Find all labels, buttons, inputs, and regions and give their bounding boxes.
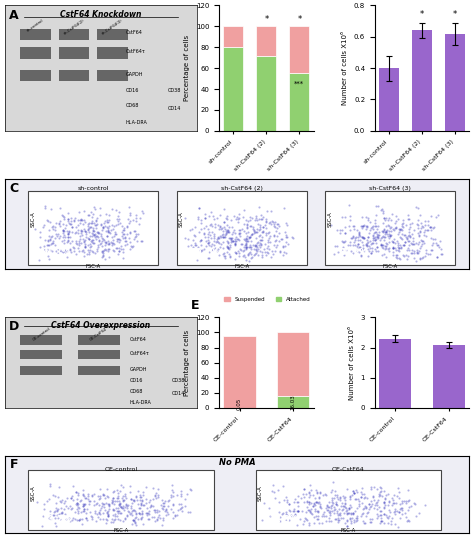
Text: C: C [9, 181, 18, 195]
FancyBboxPatch shape [177, 190, 307, 265]
Text: OE-control: OE-control [104, 466, 137, 472]
Bar [379, 68, 399, 131]
Bar [433, 344, 465, 408]
Text: GAPDH: GAPDH [130, 367, 147, 372]
FancyBboxPatch shape [78, 366, 120, 376]
Text: CD14: CD14 [168, 106, 182, 111]
FancyBboxPatch shape [255, 470, 441, 529]
Y-axis label: Percentage of cells: Percentage of cells [184, 330, 191, 396]
Text: CD16: CD16 [126, 88, 139, 93]
Text: 16.03: 16.03 [291, 394, 296, 410]
Text: CD38: CD38 [172, 378, 185, 383]
Text: FSC-A: FSC-A [85, 264, 100, 268]
Text: CstF64: CstF64 [126, 31, 143, 36]
Text: sh-CstF64(3): sh-CstF64(3) [101, 18, 124, 36]
Text: SSC-A: SSC-A [30, 211, 35, 227]
Text: sh-CstF64 (3): sh-CstF64 (3) [369, 186, 411, 191]
FancyBboxPatch shape [97, 47, 128, 59]
Text: SSC-A: SSC-A [179, 211, 184, 227]
Y-axis label: Number of cells X10⁶: Number of cells X10⁶ [342, 31, 348, 105]
Text: E: E [191, 299, 200, 312]
Text: *: * [297, 15, 301, 24]
Text: 80.1%: 80.1% [191, 248, 219, 257]
Text: *: * [420, 11, 424, 19]
Text: 80.2%: 80.2% [339, 248, 368, 257]
Text: CD68: CD68 [126, 103, 139, 108]
Bar [290, 73, 309, 131]
Bar [224, 47, 243, 131]
FancyBboxPatch shape [97, 29, 128, 40]
Text: CstF64τ: CstF64τ [126, 49, 146, 54]
Text: A: A [9, 9, 18, 22]
Text: CD38: CD38 [168, 88, 182, 93]
Text: sh-control: sh-control [77, 186, 109, 191]
Bar [256, 26, 276, 55]
Text: CD14: CD14 [172, 391, 185, 396]
FancyBboxPatch shape [97, 70, 128, 81]
Text: sh-control: sh-control [27, 18, 45, 32]
Text: SSC-A: SSC-A [328, 211, 333, 227]
Y-axis label: Percentage of cells: Percentage of cells [184, 35, 191, 101]
FancyBboxPatch shape [78, 336, 120, 344]
FancyBboxPatch shape [325, 190, 456, 265]
FancyBboxPatch shape [59, 29, 90, 40]
Text: HLA-DRA: HLA-DRA [130, 400, 152, 405]
Text: GAPDH: GAPDH [126, 72, 144, 77]
FancyBboxPatch shape [20, 336, 63, 344]
Text: OE-control: OE-control [32, 327, 51, 342]
Bar [412, 31, 432, 131]
Bar [277, 396, 309, 408]
Text: ***: *** [294, 81, 304, 87]
Bar [224, 336, 255, 408]
Bar [379, 338, 411, 408]
Text: 0.05: 0.05 [237, 398, 242, 410]
Text: CstF64 Knockdown: CstF64 Knockdown [60, 10, 142, 19]
Text: HLA-DRA: HLA-DRA [126, 119, 148, 125]
Text: FSC-A: FSC-A [234, 264, 249, 268]
FancyBboxPatch shape [28, 190, 158, 265]
FancyBboxPatch shape [20, 70, 51, 81]
Y-axis label: Number of cells X10⁶: Number of cells X10⁶ [349, 325, 355, 400]
Text: CstF64: CstF64 [130, 337, 146, 342]
Text: sh-CstF64(2): sh-CstF64(2) [63, 18, 85, 36]
Bar [256, 55, 276, 131]
Text: OE-CstF64: OE-CstF64 [332, 466, 365, 472]
Text: sh-CstF64 (2): sh-CstF64 (2) [221, 186, 263, 191]
FancyBboxPatch shape [78, 350, 120, 359]
FancyBboxPatch shape [20, 29, 51, 40]
FancyBboxPatch shape [20, 366, 63, 376]
Text: CD68: CD68 [130, 389, 143, 394]
Bar [224, 26, 243, 47]
FancyBboxPatch shape [59, 70, 90, 81]
Text: OE-CstF64: OE-CstF64 [90, 327, 109, 342]
FancyBboxPatch shape [20, 47, 51, 59]
Text: SSC-A: SSC-A [30, 486, 35, 501]
FancyBboxPatch shape [20, 350, 63, 359]
Text: F: F [9, 458, 18, 471]
Text: 13.2%: 13.2% [42, 515, 71, 524]
Text: *: * [453, 11, 457, 19]
Text: 22.3%: 22.3% [270, 515, 299, 524]
Text: CstF64τ: CstF64τ [130, 351, 150, 356]
FancyBboxPatch shape [28, 470, 214, 529]
Text: SSC-A: SSC-A [258, 486, 263, 501]
Text: FSC-A: FSC-A [383, 264, 398, 268]
Text: FSC-A: FSC-A [341, 528, 356, 533]
Text: FSC-A: FSC-A [113, 528, 128, 533]
FancyBboxPatch shape [59, 47, 90, 59]
Text: 91.3%: 91.3% [42, 248, 71, 257]
Text: CstF64 Overexpression: CstF64 Overexpression [51, 321, 150, 330]
Text: No PMA: No PMA [219, 458, 255, 467]
Bar [290, 26, 309, 73]
Bar [277, 332, 309, 396]
Text: CD16: CD16 [130, 378, 143, 383]
Bar [445, 33, 465, 131]
Legend: Suspended, Attached: Suspended, Attached [222, 295, 313, 305]
Text: D: D [9, 320, 19, 333]
Text: *: * [264, 15, 268, 24]
